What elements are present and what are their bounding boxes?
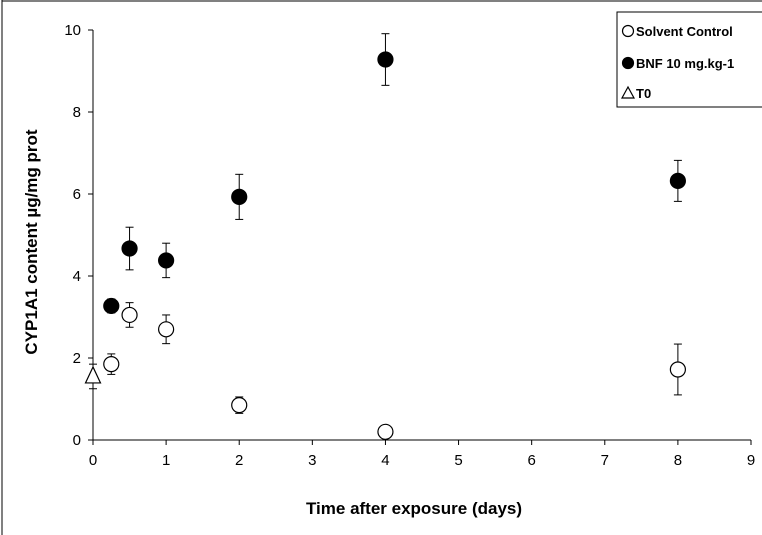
legend-item-t0: T0: [620, 85, 651, 101]
y-tick-label: 10: [64, 22, 81, 39]
y-tick-label: 2: [73, 350, 81, 367]
series-bnf: [103, 33, 686, 315]
legend-item-bnf: BNF 10 mg.kg-1: [621, 56, 734, 71]
x-tick-label: 1: [162, 452, 170, 469]
data-point-filled-circle: [377, 51, 394, 68]
x-tick-label: 3: [308, 452, 316, 469]
legend-marker-filled-circle: [621, 56, 635, 70]
y-axis-title: CYP1A1 content µg/mg prot: [22, 129, 41, 354]
data-point-open-circle: [669, 361, 686, 378]
data-point-open-circle: [121, 306, 138, 324]
data-point-filled-circle: [231, 188, 248, 205]
y-tick-label: 6: [73, 186, 81, 203]
series-t0: [84, 363, 102, 390]
data-point-filled-circle: [158, 252, 175, 269]
data-point-open-circle: [103, 356, 120, 373]
legend-box: [616, 11, 762, 108]
y-tick-label: 0: [73, 432, 81, 449]
legend: Solvent Control BNF 10 mg.kg-1 T0: [616, 11, 762, 108]
x-tick-label: 0: [89, 452, 97, 469]
data-point-open-circle: [231, 397, 248, 414]
legend-item-solvent-control: Solvent Control: [621, 24, 733, 39]
x-axis-title: Time after exposure (days): [306, 499, 522, 518]
legend-marker-open-triangle: [620, 85, 636, 99]
x-tick-label: 7: [601, 452, 609, 469]
legend-label-t0: T0: [636, 86, 651, 101]
x-tick-label: 9: [747, 452, 755, 469]
data-point-open-circle: [158, 321, 175, 338]
data-point-triangle: [84, 365, 102, 384]
x-tick-label: 4: [381, 452, 389, 469]
legend-label-bnf: BNF 10 mg.kg-1: [636, 56, 734, 71]
data-point-open-circle: [377, 423, 394, 440]
x-ticks-group: 0 1 2 3 4 5 6 7 8 9: [89, 440, 755, 469]
x-tick-label: 6: [527, 452, 535, 469]
data-point-filled-circle: [669, 172, 686, 189]
series-solvent-control: [103, 302, 686, 440]
data-point-filled-circle: [103, 297, 120, 315]
legend-marker-open-circle: [621, 24, 635, 38]
y-ticks-group: 0 2 4 6 8 10: [64, 22, 93, 449]
x-tick-label: 2: [235, 452, 243, 469]
x-tick-label: 8: [674, 452, 682, 469]
x-tick-label: 5: [454, 452, 462, 469]
y-tick-label: 8: [73, 104, 81, 121]
legend-label-solvent-control: Solvent Control: [636, 24, 733, 39]
series-layer: [84, 33, 686, 440]
y-tick-label: 4: [73, 268, 81, 285]
data-point-filled-circle: [121, 240, 138, 257]
